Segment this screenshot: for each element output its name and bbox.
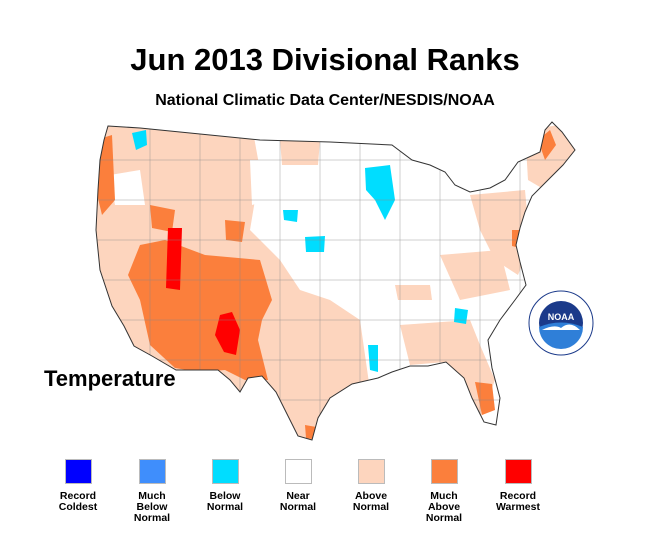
legend-label: Near Normal <box>258 491 338 513</box>
region-above-normal-northeast <box>470 190 530 275</box>
legend-item: Record Warmest <box>478 459 558 513</box>
region-record-warmest-new-mexico <box>215 312 240 355</box>
region-above-normal-tn <box>395 285 432 300</box>
legend-label: Above Normal <box>331 491 411 513</box>
legend-item: Below Normal <box>185 459 265 513</box>
region-below-normal-washington <box>132 130 147 150</box>
legend-label-line: Below <box>136 501 168 513</box>
legend-item: Much Below Normal <box>112 459 192 524</box>
legend-label: Much Below Normal <box>112 491 192 524</box>
region-below-normal-nebraska <box>305 236 325 252</box>
legend-label: Much Above Normal <box>404 491 484 524</box>
legend-item: Record Coldest <box>38 459 118 513</box>
legend-swatch <box>357 459 385 484</box>
region-below-normal-mississippi <box>368 345 378 372</box>
noaa-logo-text: NOAA <box>548 312 575 322</box>
legend-label-line: Record <box>59 490 97 502</box>
region-above-normal-nd <box>280 140 320 165</box>
legend-label-line: Above <box>354 490 388 502</box>
legend-swatch <box>138 459 166 484</box>
legend-label-line: Record <box>499 490 537 502</box>
region-above-normal-va-nc <box>440 250 510 300</box>
region-much-above-idaho <box>150 205 175 232</box>
region-near-normal-wy <box>250 160 268 205</box>
legend-label-line: Below <box>209 490 241 502</box>
legend-label-line: Normal <box>425 512 463 524</box>
legend-label: Record Warmest <box>478 491 558 513</box>
division-boundaries <box>96 122 575 440</box>
noaa-logo: NOAA <box>528 290 594 356</box>
legend-label-line: Much <box>138 490 166 502</box>
legend-label-line: Coldest <box>58 501 98 513</box>
legend-swatch <box>284 459 312 484</box>
legend-swatch <box>430 459 458 484</box>
region-below-normal-south-dakota <box>283 210 298 222</box>
legend-label-line: Normal <box>279 501 317 513</box>
legend-item: Above Normal <box>331 459 411 513</box>
map-title: Jun 2013 Divisional Ranks <box>130 42 520 77</box>
legend-swatch <box>211 459 239 484</box>
us-outline <box>95 121 576 441</box>
legend-label-line: Normal <box>133 512 171 524</box>
region-much-above-wyoming <box>225 220 245 242</box>
region-below-normal-carolina <box>454 308 468 324</box>
legend-label-line: Normal <box>206 501 244 513</box>
legend-item: Near Normal <box>258 459 338 513</box>
legend-label: Record Coldest <box>38 491 118 513</box>
legend-label-line: Normal <box>352 501 390 513</box>
legend-label-line: Much <box>430 490 458 502</box>
region-near-normal-or <box>110 170 145 205</box>
region-record-warmest-utah <box>166 228 182 290</box>
legend-label-line: Near <box>286 490 310 502</box>
legend-swatch <box>64 459 92 484</box>
legend-label-line: Above <box>427 501 461 513</box>
legend-label-line: Warmest <box>496 501 540 513</box>
legend-item: Much Above Normal <box>404 459 484 524</box>
variable-label: Temperature <box>44 366 176 391</box>
legend-swatch <box>504 459 532 484</box>
region-below-normal-wisconsin <box>365 165 395 220</box>
map-subtitle: National Climatic Data Center/NESDIS/NOA… <box>155 92 495 109</box>
region-much-above-south-texas <box>305 425 322 440</box>
legend-label: Below Normal <box>185 491 265 513</box>
